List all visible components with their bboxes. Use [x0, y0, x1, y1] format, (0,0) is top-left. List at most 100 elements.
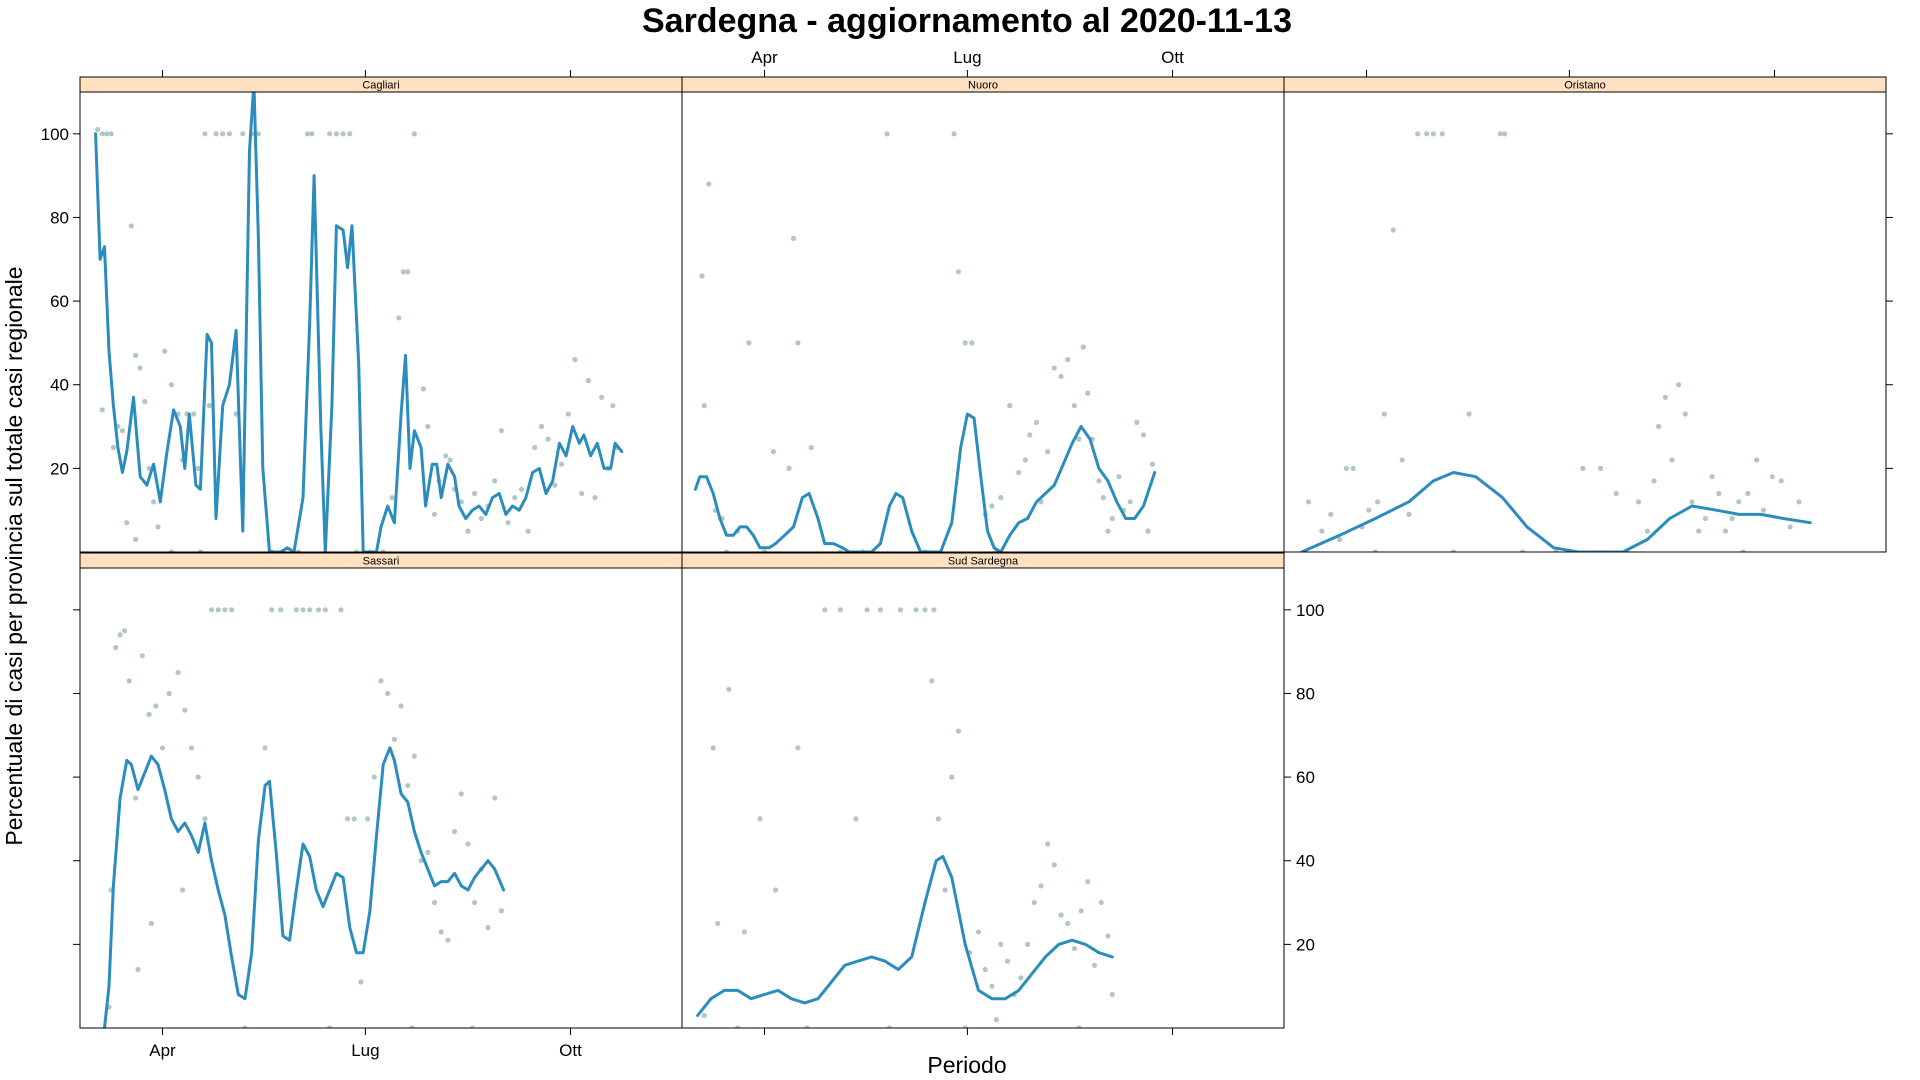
data-point [1109, 991, 1115, 998]
data-point [333, 131, 339, 137]
data-point [1520, 549, 1526, 552]
data-point [1439, 131, 1445, 137]
data-point [365, 816, 371, 822]
data-point [795, 745, 801, 751]
data-point [942, 887, 948, 893]
panel-data-area [94, 92, 624, 552]
data-point [445, 937, 451, 943]
data-point [469, 1025, 475, 1028]
data-point [701, 1012, 707, 1019]
data-point [1745, 490, 1751, 497]
data-point [1025, 941, 1031, 948]
data-point [1682, 411, 1688, 417]
data-point [385, 690, 391, 697]
data-point [104, 131, 110, 137]
data-point [1399, 457, 1405, 463]
data-point [989, 983, 995, 989]
data-point [202, 131, 208, 137]
data-point [935, 816, 942, 822]
data-point [340, 131, 346, 137]
data-point [327, 1025, 333, 1028]
data-point [1466, 411, 1472, 417]
data-point [1105, 933, 1111, 939]
data-point [989, 503, 995, 509]
y-tick-label: 80 [1296, 684, 1315, 703]
data-point [1004, 958, 1011, 964]
y-tick-label: 60 [1296, 768, 1315, 787]
data-point [1406, 511, 1412, 517]
data-point [1796, 499, 1802, 505]
y-tick-label: 80 [50, 208, 69, 227]
data-point [133, 795, 139, 801]
data-point [1644, 528, 1650, 534]
data-point [922, 607, 928, 613]
data-point [1430, 131, 1436, 137]
data-point [148, 920, 154, 927]
data-point [240, 131, 246, 137]
data-point [1740, 549, 1746, 552]
data-point [99, 407, 105, 413]
data-point [1656, 423, 1662, 430]
data-point [159, 745, 166, 751]
data-point [1091, 962, 1098, 968]
data-point [220, 131, 226, 137]
data-point [706, 181, 712, 187]
data-point [1149, 461, 1156, 467]
data-point [108, 131, 114, 137]
trend-line [94, 92, 624, 552]
panel-data-area [696, 607, 1115, 1028]
data-point [133, 536, 139, 543]
data-point [1076, 436, 1082, 442]
data-point [425, 849, 431, 856]
data-point [1372, 549, 1378, 552]
data-point [1098, 899, 1104, 906]
data-point [269, 607, 275, 613]
data-point [837, 607, 843, 613]
panel-strip-label: Sud Sardegna [948, 556, 1019, 568]
data-point [518, 486, 525, 492]
data-point [133, 352, 139, 359]
data-point [962, 340, 968, 346]
data-point [1305, 499, 1312, 505]
data-point [146, 711, 152, 718]
panel-sud-sardegna: Sud Sardegna [681, 552, 1285, 1029]
data-point [1065, 920, 1071, 927]
data-point [255, 131, 261, 137]
data-point [213, 131, 219, 137]
data-point [585, 377, 592, 384]
data-point [113, 644, 119, 651]
panel-strip-label: Sassari [363, 556, 400, 568]
data-point [1736, 499, 1742, 505]
data-point [119, 428, 125, 434]
data-point [215, 607, 221, 613]
data-point [396, 315, 402, 321]
data-point [142, 398, 148, 405]
data-point [398, 703, 404, 709]
data-point [1613, 490, 1619, 497]
data-point [472, 899, 478, 906]
data-point [338, 607, 344, 613]
data-point [327, 131, 333, 137]
data-point [478, 515, 484, 522]
data-point [726, 686, 732, 692]
trend-line [1300, 471, 1812, 552]
data-point [1116, 474, 1122, 480]
data-point [1662, 394, 1668, 400]
data-point [139, 653, 145, 659]
data-point [864, 607, 870, 613]
data-point [741, 929, 748, 935]
y-tick-label: 40 [50, 376, 69, 395]
data-point [389, 495, 395, 501]
data-point [710, 745, 716, 751]
data-point [1145, 528, 1151, 534]
data-point [1127, 499, 1133, 505]
data-point [353, 549, 360, 552]
data-point [358, 979, 364, 985]
x-tick-label: Lug [953, 48, 981, 67]
data-point [1702, 515, 1708, 522]
data-point [1381, 411, 1387, 417]
data-point [1058, 373, 1064, 379]
data-point [1716, 490, 1722, 497]
data-point [724, 549, 730, 552]
